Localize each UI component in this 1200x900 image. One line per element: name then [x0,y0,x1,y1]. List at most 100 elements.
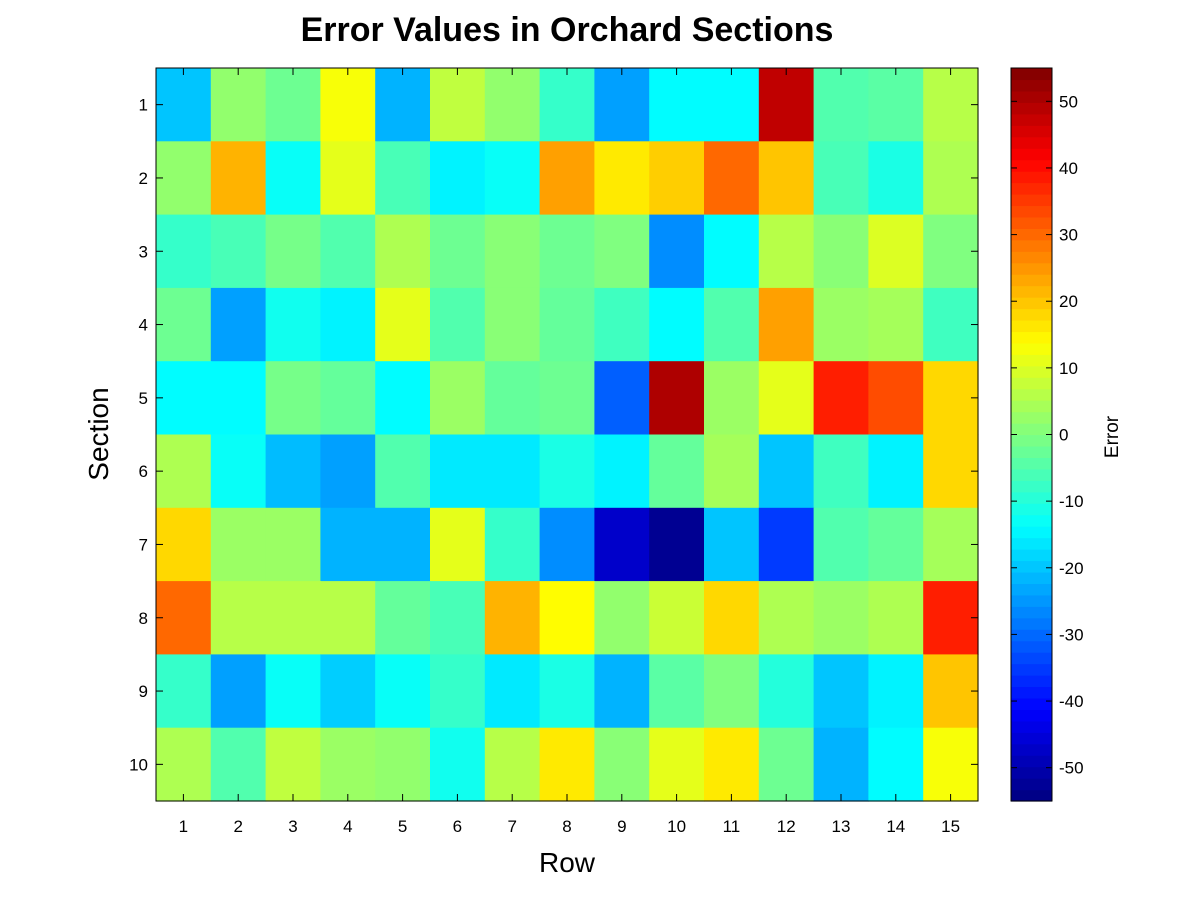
colorbar-tick-label: -10 [1059,492,1084,511]
heatmap-cell [704,287,760,362]
colorbar-segment [1011,251,1052,264]
heatmap-cell [539,214,595,289]
heatmap-cell [484,361,541,436]
colorbar-segment [1011,400,1052,413]
colorbar-segment [1011,79,1052,92]
heatmap-cell [156,287,212,362]
heatmap-cell [868,287,924,362]
heatmap-cell [813,654,869,729]
colorbar-segment [1011,720,1052,733]
colorbar-segment [1011,468,1052,481]
colorbar-segment [1011,228,1052,241]
heatmap-cell [210,68,267,142]
heatmap-cell [923,68,979,142]
heatmap-cell [594,361,650,436]
x-tick-label: 4 [343,817,352,836]
heatmap-cell [265,68,321,142]
heatmap-cell [375,141,431,216]
heatmap-cell [430,507,486,582]
heatmap-cell [704,141,760,216]
colorbar-segment [1011,606,1052,619]
heatmap-cell [704,68,760,142]
heatmap-cell [375,361,431,436]
heatmap-cell [265,141,321,216]
x-tick-label: 10 [667,817,686,836]
colorbar-segment [1011,537,1052,550]
heatmap-cell [430,654,486,729]
heatmap-cell [320,727,376,802]
colorbar-tick-label: 20 [1059,292,1078,311]
heatmap-cell [265,581,321,655]
colorbar [1011,68,1052,802]
colorbar-segment [1011,205,1052,218]
x-tick-label: 1 [179,817,188,836]
heatmap-cell [539,287,595,362]
heatmap-cell [649,214,705,289]
heatmap-cell [868,507,924,582]
y-tick-label: 4 [139,316,148,335]
heatmap-cell [320,214,376,289]
heatmap-cell [923,361,979,436]
colorbar-segment [1011,331,1052,344]
heatmap-cell [923,434,979,509]
heatmap-cell [868,141,924,216]
heatmap-cell [484,68,541,142]
heatmap-cell [868,214,924,289]
y-tick-label: 3 [139,242,148,261]
colorbar-segment [1011,90,1052,103]
heatmap-cell [210,214,267,289]
colorbar-segment [1011,686,1052,699]
heatmap-cell [813,507,869,582]
colorbar-tick-label: -40 [1059,692,1084,711]
heatmap-cell [649,654,705,729]
heatmap-cell [813,581,869,655]
heatmap-cell [923,214,979,289]
heatmap-cell [594,581,650,655]
colorbar-segment [1011,216,1052,229]
heatmap-cell [430,727,486,802]
heatmap-cell [704,361,760,436]
colorbar-segment [1011,274,1052,287]
heatmap-cell [704,727,760,802]
heatmap-cell [649,141,705,216]
heatmap-cell [156,141,212,216]
y-tick-label: 8 [139,609,148,628]
heatmap-cell [758,141,815,216]
heatmap-cell [923,581,979,655]
heatmap-cell [265,654,321,729]
colorbar-segment [1011,113,1052,126]
heatmap-cell [704,654,760,729]
x-tick-label: 11 [723,817,741,836]
heatmap-cell [430,581,486,655]
colorbar-tick-label: 50 [1059,92,1078,111]
heatmap-cell [868,361,924,436]
colorbar-segment [1011,297,1052,310]
colorbar-segment [1011,388,1052,401]
heatmap-cell [539,141,595,216]
heatmap-cell [594,141,650,216]
colorbar-segment [1011,411,1052,424]
colorbar-segment [1011,445,1052,458]
heatmap-cells [156,68,979,802]
heatmap-cell [813,727,869,802]
heatmap-cell [758,654,815,729]
heatmap-cell [265,507,321,582]
heatmap-cell [375,287,431,362]
y-tick-label: 10 [129,755,148,774]
heatmap-cell [813,434,869,509]
heatmap-cell [594,214,650,289]
heatmap-cell [758,434,815,509]
colorbar-segment [1011,617,1052,630]
heatmap-cell [704,214,760,289]
colorbar-segment [1011,743,1052,756]
heatmap-cell [813,141,869,216]
colorbar-segment [1011,697,1052,710]
y-axis-label: Section [83,387,114,480]
heatmap-cell [156,581,212,655]
colorbar-tick-label: -20 [1059,559,1084,578]
heatmap-cell [156,727,212,802]
colorbar-label: Error [1102,415,1123,458]
heatmap-cell [539,434,595,509]
heatmap-cell [868,434,924,509]
